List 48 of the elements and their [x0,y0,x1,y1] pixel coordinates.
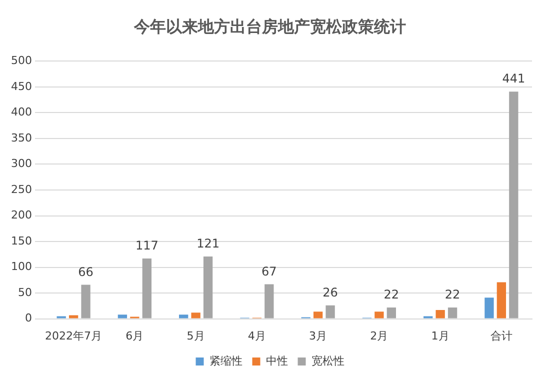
bar [436,310,445,318]
bar [496,282,506,318]
data-label: 117 [135,238,158,253]
y-tick-label: 450 [10,80,32,93]
legend-label: 中性 [266,354,288,368]
y-tick-label: 250 [10,182,32,196]
x-tick-label: 3月 [309,329,328,342]
y-tick-label: 100 [10,260,32,274]
x-tick-label: 2月 [370,329,388,342]
bar [386,307,396,318]
bar [484,298,494,318]
bar [142,258,152,318]
x-tick-label: 5月 [186,329,205,342]
x-tick-label: 6月 [126,329,144,342]
data-label: 22 [384,288,400,302]
y-tick-label: 150 [10,234,32,248]
legend-label: 宽松性 [311,354,344,368]
y-tick-label: 350 [10,131,32,144]
bar [203,256,213,318]
x-tick-label: 4月 [248,329,266,342]
bar [81,284,90,318]
data-label: 66 [78,264,94,279]
bar [509,92,518,318]
chart-title: 今年以来地方出台房地产宽松政策统计 [133,16,406,36]
bar [191,312,200,318]
data-label: 67 [262,264,277,278]
x-tick-label: 1月 [431,329,450,342]
bar [326,305,335,318]
y-tick-label: 50 [18,286,32,299]
y-tick-label: 400 [10,106,32,119]
bar [118,314,128,318]
bar [179,314,188,318]
y-tick-label: 0 [24,312,32,325]
bar [313,312,323,318]
data-label: 121 [196,236,220,251]
legend-label: 紧缩性 [209,354,242,368]
x-tick-label: 合计 [490,329,512,342]
bar [264,284,274,318]
x-tick-label: 2022年7月 [45,329,102,342]
y-tick-label: 500 [10,54,32,68]
bar [68,315,78,318]
data-label: 26 [322,286,338,300]
data-label: 22 [444,288,460,302]
data-label: 441 [502,72,526,86]
y-tick-label: 200 [10,208,32,222]
y-tick-label: 300 [10,157,32,170]
bar [374,312,384,318]
bar [448,307,458,318]
